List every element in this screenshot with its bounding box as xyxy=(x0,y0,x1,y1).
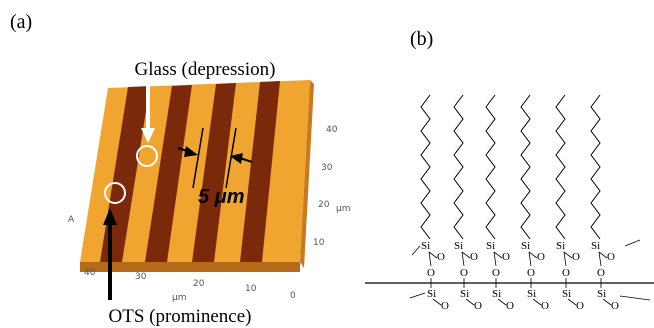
tick-label: 40 xyxy=(84,268,96,278)
atom: O xyxy=(460,267,468,279)
atom: Si xyxy=(562,288,571,300)
atom: O xyxy=(562,267,570,279)
atom: O xyxy=(437,251,445,263)
atom: Si xyxy=(492,288,501,300)
tick-label: 30 xyxy=(135,272,147,282)
atom: O xyxy=(576,300,584,312)
atom: O xyxy=(597,267,605,279)
atom: Si xyxy=(591,240,600,252)
atom: O xyxy=(537,251,545,263)
tick-label: 20 xyxy=(193,279,205,289)
tick-label: 0 xyxy=(290,291,296,301)
atom: Si xyxy=(521,240,530,252)
atom: O xyxy=(470,251,478,263)
figure: (a) (b) Glass (depression) OTS (prominen… xyxy=(0,0,654,328)
atom: O xyxy=(441,300,449,312)
atom: O xyxy=(427,267,435,279)
atom: O xyxy=(527,267,535,279)
atom: Si xyxy=(527,288,536,300)
atom: O xyxy=(506,300,514,312)
atom: Si xyxy=(556,240,565,252)
axis-unit: μm xyxy=(336,204,351,214)
panel-label: (b) xyxy=(410,28,433,50)
atom: O xyxy=(572,251,580,263)
alkyl-chain xyxy=(421,95,430,239)
alkyl-chain xyxy=(591,95,600,239)
alkyl-chain xyxy=(454,95,463,239)
axis-label: A xyxy=(68,215,75,225)
tick-label: 20 xyxy=(318,200,330,210)
atom: O xyxy=(611,300,619,312)
tick-label: 10 xyxy=(245,284,257,294)
afm-image xyxy=(80,80,314,272)
afm-front xyxy=(80,262,300,272)
atom: Si xyxy=(486,240,495,252)
tick-label: 30 xyxy=(321,163,333,173)
panel-label: (a) xyxy=(10,11,32,33)
alkyl-chain xyxy=(556,95,565,239)
atom: O xyxy=(607,251,615,263)
atom: Si xyxy=(454,240,463,252)
atom: Si xyxy=(427,288,436,300)
tick-label: 10 xyxy=(313,238,325,248)
atom: O xyxy=(492,267,500,279)
alkyl-chain xyxy=(486,95,495,239)
atom: O xyxy=(474,300,482,312)
atom: Si xyxy=(597,288,606,300)
annotation: OTS (prominence) xyxy=(109,306,252,327)
axis-unit: μm xyxy=(172,293,187,303)
scale-bar-label: 5 μm xyxy=(198,186,245,208)
atom: O xyxy=(502,251,510,263)
tick-label: 40 xyxy=(326,125,338,135)
alkyl-chain xyxy=(521,95,530,239)
atom: O xyxy=(541,300,549,312)
atom: Si xyxy=(421,240,430,252)
atom: Si xyxy=(460,288,469,300)
annotation: Glass (depression) xyxy=(135,59,276,80)
